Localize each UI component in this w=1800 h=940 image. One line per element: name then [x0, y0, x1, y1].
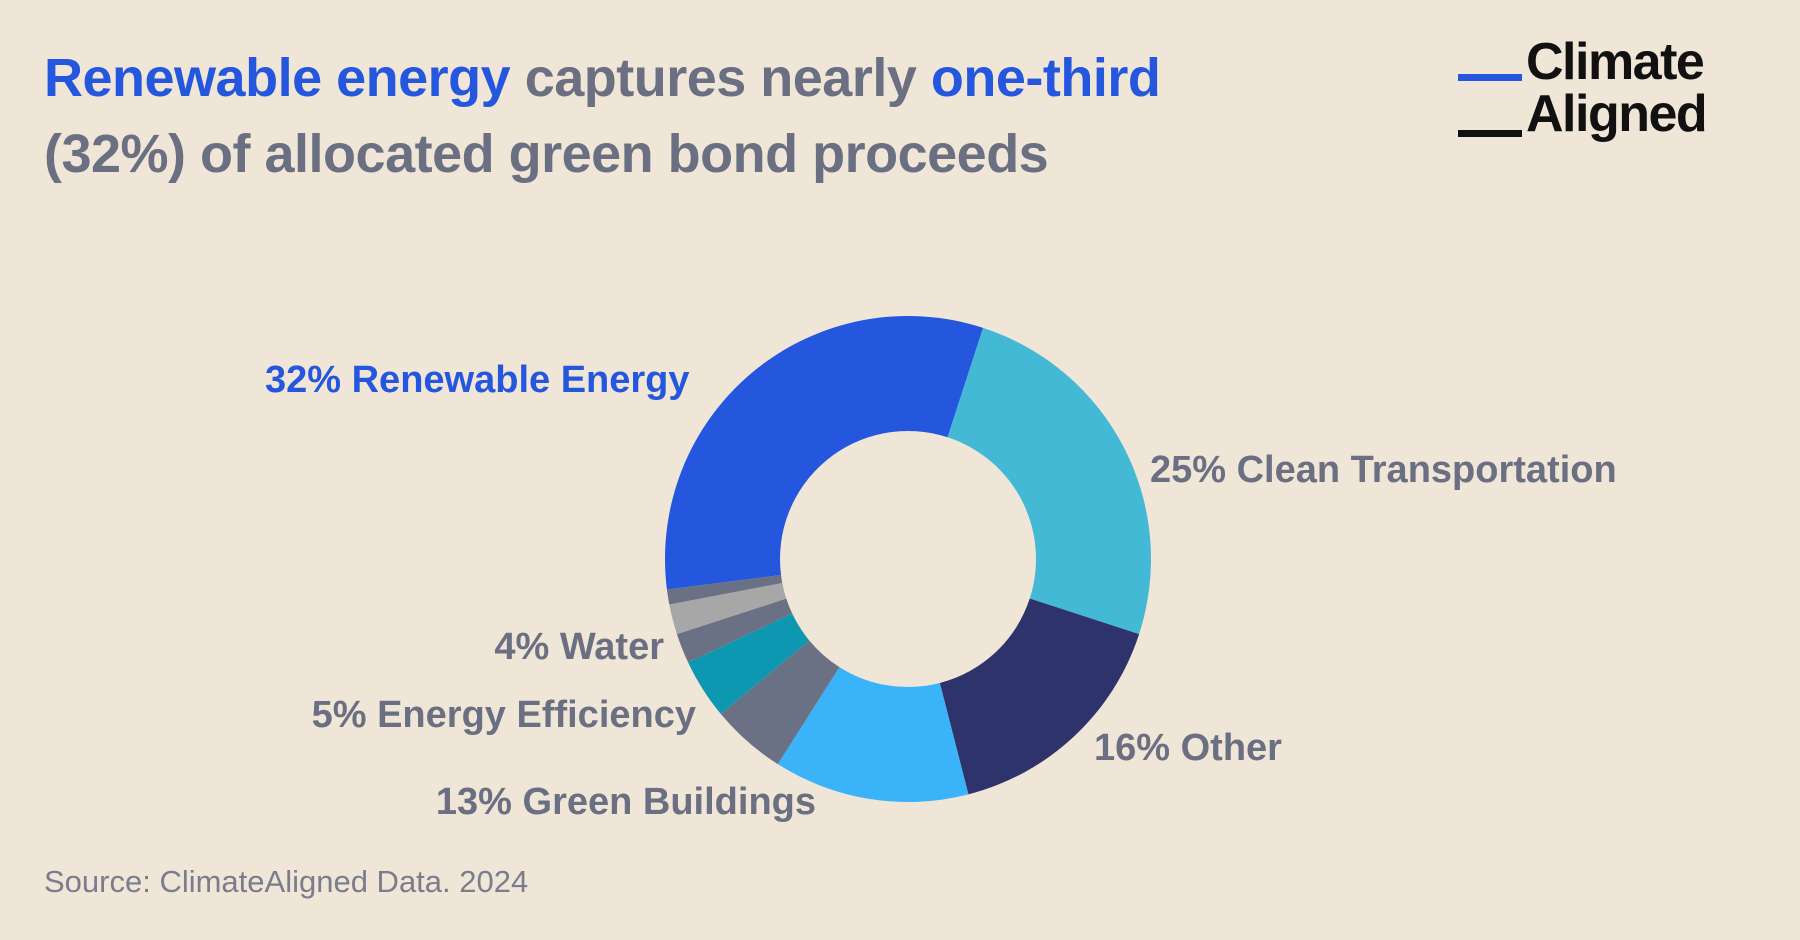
- slice-unlabeled-3: [666, 575, 783, 605]
- slice-unlabeled-2: [669, 582, 787, 635]
- title-part: Renewable energy: [44, 48, 511, 108]
- slice-other: [939, 598, 1140, 795]
- title-part: (32%) of allocated green bond proceeds: [44, 124, 1049, 184]
- label-water: 4% Water: [494, 626, 664, 668]
- climate-aligned-logo: Climate Aligned: [1458, 34, 1758, 150]
- logo-word-climate: Climate: [1526, 33, 1705, 91]
- slice-green-buildings: [777, 667, 969, 802]
- label-clean-transportation: 25% Clean Transportation: [1150, 449, 1617, 491]
- label-other: 16% Other: [1094, 727, 1282, 769]
- title-part: one-third: [930, 48, 1161, 108]
- donut-labels: 32% Renewable Energy 25% Clean Transport…: [265, 359, 1617, 823]
- slice-renewable-energy: [665, 315, 984, 590]
- label-green-buildings: 13% Green Buildings: [436, 781, 816, 823]
- logo-word-aligned: Aligned: [1526, 85, 1708, 143]
- chart-title: Renewable energy captures nearly one-thi…: [44, 40, 1161, 192]
- label-renewable-energy: 32% Renewable Energy: [265, 359, 690, 401]
- donut-slices: [665, 315, 1151, 802]
- slice-energy-efficiency: [720, 640, 840, 765]
- source-note: Source: ClimateAligned Data. 2024: [44, 864, 529, 899]
- logo-black-bar: [1458, 130, 1522, 137]
- slice-clean-transportation: [947, 327, 1151, 635]
- title-part: captures nearly: [510, 48, 931, 108]
- slice-unlabeled-1: [676, 598, 793, 663]
- logo-blue-bar: [1458, 74, 1522, 81]
- label-energy-efficiency: 5% Energy Efficiency: [312, 694, 696, 736]
- slice-water: [688, 613, 810, 714]
